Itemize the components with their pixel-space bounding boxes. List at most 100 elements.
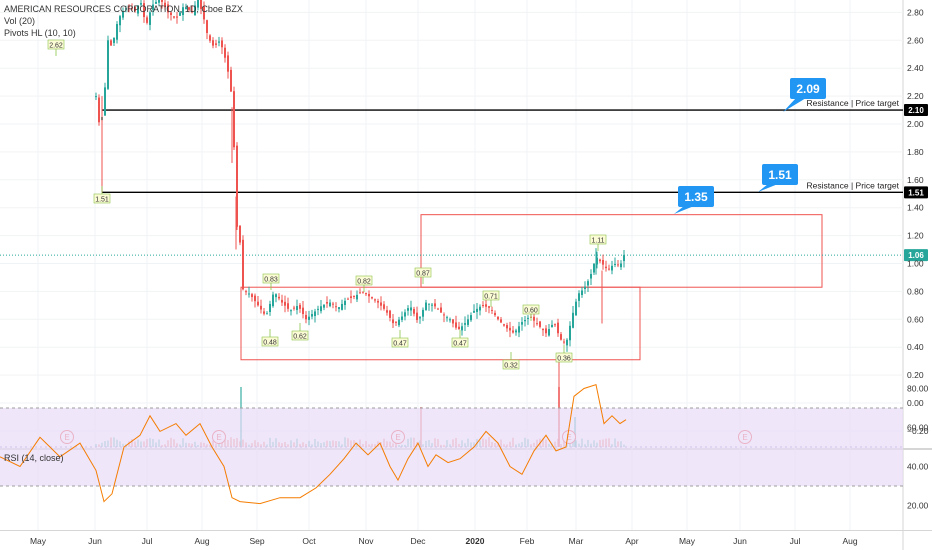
candle-body: [608, 268, 610, 270]
candle-body: [203, 6, 205, 20]
candle-body: [248, 293, 250, 295]
candle-body: [368, 294, 370, 297]
price-badge: [904, 104, 928, 117]
candle-body: [446, 317, 448, 319]
callout-pointer: [758, 184, 778, 192]
candle-body: [188, 7, 190, 10]
candle-body: [602, 260, 604, 265]
range-box: [420, 214, 823, 288]
time-tick-label: Dec: [410, 536, 426, 546]
candle-body: [95, 96, 97, 98]
candle-body: [437, 308, 439, 310]
price-tick-label: 2.40: [907, 63, 924, 73]
candle-body: [425, 302, 427, 311]
candle-body: [230, 69, 232, 92]
pivot-label: 1.51: [95, 197, 109, 204]
candle-body: [359, 292, 361, 294]
candle-body: [554, 324, 556, 326]
resistance-annotation: Resistance | Price target: [807, 180, 900, 190]
candle-body: [419, 317, 421, 319]
rsi-tick-label: 80.00: [907, 384, 929, 394]
candle-body: [236, 145, 238, 227]
pivot-label: 0.83: [264, 277, 278, 284]
callout-box: [678, 186, 714, 207]
pivot-label: 1.11: [591, 238, 604, 245]
price-tick-label: 0.00: [907, 398, 924, 408]
candle-body: [179, 12, 181, 16]
callouts[interactable]: 2.09 1.51 1.35: [674, 78, 826, 214]
symbol-title[interactable]: AMERICAN RESOURCES CORPORATION, 1D, Cboe…: [4, 4, 243, 14]
range-boxes[interactable]: [240, 214, 823, 361]
candle-body: [365, 293, 367, 295]
candle-body: [527, 317, 529, 319]
candle-body: [305, 314, 307, 320]
candle-body: [191, 10, 193, 13]
pivot-label: 0.62: [293, 334, 307, 341]
candle-body: [326, 301, 328, 304]
candle-body: [164, 2, 166, 8]
candle-body: [158, 0, 160, 3]
candle-body: [272, 294, 274, 307]
candle-body: [329, 302, 331, 307]
pivot-label: 0.82: [357, 279, 371, 286]
candle-body: [332, 303, 334, 305]
candle-body: [128, 5, 130, 7]
callout-label: 1.35: [684, 190, 708, 204]
time-tick-label: Mar: [569, 536, 584, 546]
candle-body: [539, 321, 541, 327]
candles: [95, 0, 625, 447]
rsi-line: [0, 383, 627, 505]
time-tick-label: Apr: [625, 536, 638, 546]
candle-body: [401, 316, 403, 320]
candle-body: [410, 307, 412, 311]
rsi-pane: [0, 383, 903, 505]
candle-body: [470, 315, 472, 321]
candle-body: [572, 312, 574, 328]
candle-body: [140, 3, 142, 5]
candle-body: [389, 310, 391, 318]
candle-body: [212, 40, 214, 46]
candle-body: [161, 0, 163, 2]
candle-body: [221, 40, 223, 48]
callout-box: [790, 78, 826, 99]
candle-body: [467, 319, 469, 325]
candle-body: [587, 281, 589, 286]
candle-body: [362, 291, 364, 293]
candle-body: [416, 312, 418, 320]
candle-body: [296, 306, 298, 311]
candle-body: [518, 326, 520, 333]
horizontal-lines[interactable]: Resistance | Price target Resistance | Pr…: [0, 98, 928, 262]
volume-legend[interactable]: Vol (20): [4, 16, 36, 26]
candle-body: [479, 306, 481, 311]
candle-body: [311, 314, 313, 317]
candle-body: [110, 40, 112, 46]
candle-body: [275, 294, 277, 298]
candle-body: [464, 323, 466, 325]
candle-body: [233, 91, 235, 148]
pivots-legend[interactable]: Pivots HL (10, 10): [4, 28, 76, 38]
price-tick-label: 1.20: [907, 231, 924, 241]
candle-body: [167, 4, 169, 13]
callout-box: [762, 164, 798, 185]
rsi-tick-label: 60.00: [907, 423, 929, 433]
candle-body: [227, 55, 229, 72]
candle-body: [455, 322, 457, 328]
candle-body: [566, 339, 568, 346]
candle-body: [614, 263, 616, 265]
time-tick-label: May: [30, 536, 47, 546]
rsi-legend[interactable]: RSI (14, close): [4, 453, 64, 463]
price-tick-label: 0.80: [907, 286, 924, 296]
time-tick-label: Jul: [142, 536, 153, 546]
candle-body: [620, 263, 622, 268]
candle-body: [422, 309, 424, 317]
candle-body: [155, 1, 157, 4]
time-tick-label: Oct: [302, 536, 316, 546]
pivot-label: 0.36: [557, 356, 571, 363]
time-tick-label: Jun: [88, 536, 102, 546]
price-tick-label: 1.60: [907, 175, 924, 185]
candle-body: [563, 341, 565, 343]
time-tick-label: Sep: [249, 536, 264, 546]
pivot-label: 0.87: [416, 271, 430, 278]
